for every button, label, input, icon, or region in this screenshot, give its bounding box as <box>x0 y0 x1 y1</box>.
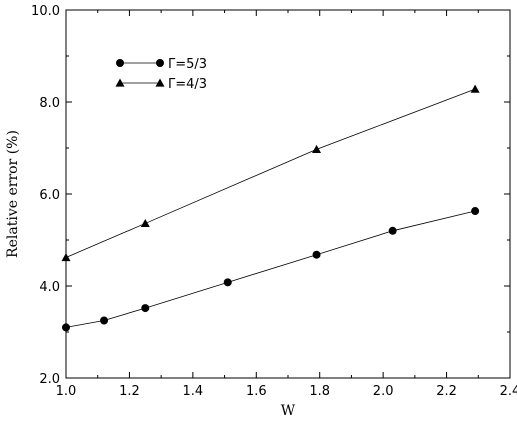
legend-item: Γ=4/3 <box>115 77 207 92</box>
x-tick-label: 2.0 <box>373 384 394 399</box>
data-point <box>141 304 150 313</box>
data-point <box>312 144 322 153</box>
x-tick-label: 1.2 <box>119 384 140 399</box>
data-point <box>470 84 480 93</box>
data-point <box>62 323 70 332</box>
x-tick-label: 1.0 <box>56 384 77 399</box>
x-axis-title: W <box>281 403 296 419</box>
data-point <box>471 207 480 216</box>
data-point <box>312 250 321 259</box>
legend-marker-right <box>155 78 165 87</box>
series-line <box>65 88 476 258</box>
data-point <box>388 226 397 235</box>
data-point <box>61 252 71 262</box>
data-point <box>140 218 150 228</box>
data-point <box>100 316 109 325</box>
y-tick-label: 4.0 <box>39 280 60 295</box>
y-axis: 2.0 4.0 6.0 8.0 10.0 <box>31 4 510 387</box>
data-point <box>223 278 232 287</box>
y-tick-label: 8.0 <box>39 96 60 111</box>
series-circle <box>62 207 480 332</box>
x-axis: 1.0 1.2 1.4 1.6 1.8 2.0 2.2 2.4 <box>56 10 517 399</box>
y-axis-title: Relative error (%) <box>5 130 21 258</box>
x-tick-label: 1.6 <box>246 384 267 399</box>
y-tick-label: 6.0 <box>39 188 60 203</box>
series-line <box>65 210 476 328</box>
x-tick-label: 1.4 <box>183 384 204 399</box>
legend-marker-left <box>115 78 125 87</box>
series-layer <box>61 84 480 332</box>
legend: Γ=5/3 Γ=4/3 <box>115 57 207 92</box>
y-tick-label: 2.0 <box>39 372 60 387</box>
legend-label: Γ=4/3 <box>168 77 207 92</box>
series-triangle <box>61 84 480 262</box>
x-tick-label: 2.4 <box>500 384 517 399</box>
y-tick-label: 10.0 <box>31 4 60 19</box>
plot-frame <box>65 9 511 379</box>
x-tick-label: 2.2 <box>436 384 457 399</box>
legend-label: Γ=5/3 <box>168 57 207 72</box>
legend-item: Γ=5/3 <box>116 57 207 72</box>
x-tick-label: 1.8 <box>309 384 330 399</box>
legend-marker-left <box>116 59 124 67</box>
legend-marker-right <box>156 59 164 67</box>
